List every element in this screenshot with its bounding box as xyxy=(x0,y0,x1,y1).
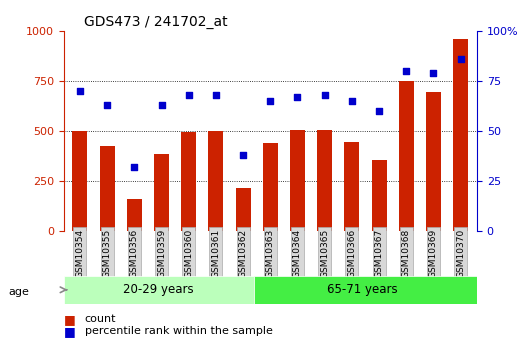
Point xyxy=(130,164,138,170)
Text: 65-71 years: 65-71 years xyxy=(328,283,398,296)
Text: GDS473 / 241702_at: GDS473 / 241702_at xyxy=(84,14,228,29)
Point xyxy=(76,88,84,94)
Bar xyxy=(181,132,196,231)
Point xyxy=(375,108,383,114)
Point xyxy=(211,92,220,98)
Point xyxy=(348,98,356,104)
Text: GSM10365: GSM10365 xyxy=(320,229,329,278)
Text: ■: ■ xyxy=(64,313,75,326)
Point xyxy=(429,70,438,76)
Text: GSM10363: GSM10363 xyxy=(266,229,275,278)
Text: GSM10355: GSM10355 xyxy=(103,229,112,278)
Text: GSM10366: GSM10366 xyxy=(347,229,356,278)
Bar xyxy=(127,199,142,231)
Text: GSM10362: GSM10362 xyxy=(238,229,248,278)
Point xyxy=(402,68,411,74)
Text: 20-29 years: 20-29 years xyxy=(123,283,194,296)
Point xyxy=(321,92,329,98)
Bar xyxy=(254,276,477,304)
Text: GSM10360: GSM10360 xyxy=(184,229,193,278)
Text: GSM10361: GSM10361 xyxy=(211,229,220,278)
Text: GSM10356: GSM10356 xyxy=(130,229,139,278)
Bar xyxy=(426,92,441,231)
Bar xyxy=(290,130,305,231)
Bar xyxy=(154,154,169,231)
Bar xyxy=(344,142,359,231)
Point xyxy=(266,98,275,104)
Bar xyxy=(399,81,414,231)
Bar xyxy=(100,146,114,231)
Point xyxy=(456,56,465,62)
Point xyxy=(157,102,166,108)
Text: GSM10359: GSM10359 xyxy=(157,229,166,278)
Text: ■: ■ xyxy=(64,325,75,338)
Bar xyxy=(453,39,468,231)
Bar xyxy=(73,131,87,231)
Text: age: age xyxy=(8,287,29,296)
Bar xyxy=(263,143,278,231)
Text: GSM10368: GSM10368 xyxy=(402,229,411,278)
Point xyxy=(184,92,193,98)
Bar xyxy=(372,160,386,231)
Bar xyxy=(317,130,332,231)
Text: GSM10367: GSM10367 xyxy=(375,229,384,278)
Text: GSM10364: GSM10364 xyxy=(293,229,302,278)
Text: count: count xyxy=(85,314,116,324)
Bar xyxy=(236,188,251,231)
Text: percentile rank within the sample: percentile rank within the sample xyxy=(85,326,272,336)
Bar xyxy=(64,276,254,304)
Text: GSM10369: GSM10369 xyxy=(429,229,438,278)
Text: GSM10354: GSM10354 xyxy=(75,229,84,278)
Point xyxy=(293,94,302,100)
Point xyxy=(103,102,111,108)
Text: GSM10370: GSM10370 xyxy=(456,229,465,278)
Bar xyxy=(208,131,223,231)
Point xyxy=(239,152,248,158)
